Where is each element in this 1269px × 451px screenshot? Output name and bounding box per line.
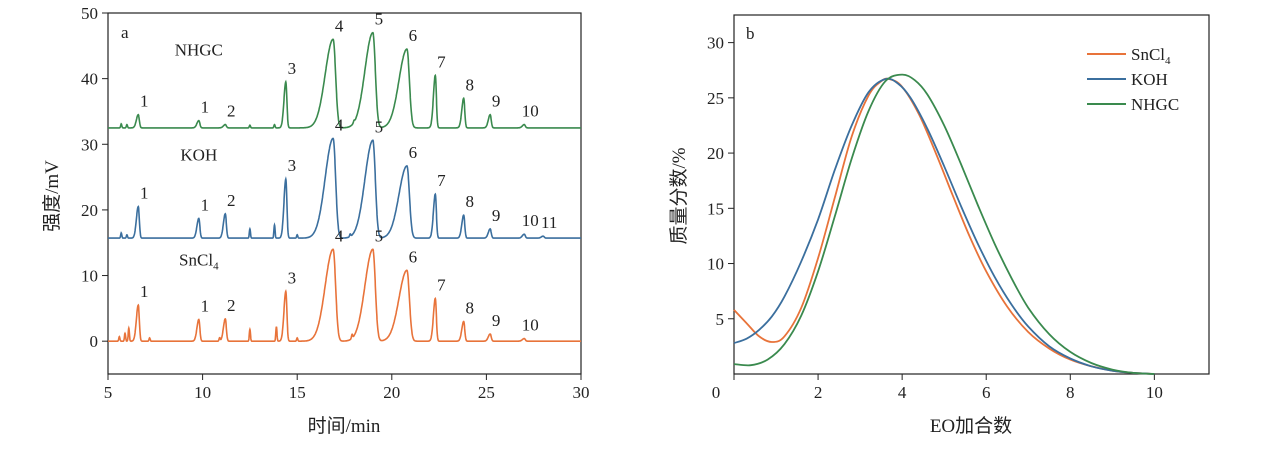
panel-a-line-koh [108, 137, 581, 239]
panel-a-peak-label: 4 [335, 115, 344, 134]
panel-a-peak-label: 9 [492, 206, 501, 225]
panel-b-xtick-label: 8 [1066, 383, 1075, 402]
panel-a-peak-label: 3 [288, 156, 297, 175]
panel-a-peak-label: 6 [409, 247, 418, 266]
panel-b-ytick-label: 10 [707, 255, 724, 274]
panel-a-peak-label: 3 [288, 59, 297, 78]
panel-a-xtick-label: 10 [194, 383, 211, 402]
panel-a-y-ticks: 0 10 20 30 40 50 [81, 4, 108, 351]
panel-b-chart: 5 10 15 20 25 30 0 2 4 6 8 10 SnCl4 KOH NHGC b EO加合数… [668, 14, 1210, 437]
panel-a-series-label: NHGC [175, 41, 223, 60]
panel-a-ytick-label: 0 [90, 332, 99, 351]
panel-a-peak-label: 2 [227, 102, 236, 121]
panel-a-peak-label: 7 [437, 276, 446, 295]
panel-a-peak-label: 7 [437, 171, 446, 190]
panel-a-peak-label: 8 [465, 75, 474, 94]
legend-label: SnCl4 [1131, 45, 1171, 67]
panel-a-xtick-label: 5 [104, 383, 113, 402]
panel-a-ytick-label: 20 [81, 201, 98, 220]
panel-a-ytick-label: 50 [81, 4, 98, 23]
panel-b-y-ticks: 5 10 15 20 25 30 [707, 34, 734, 329]
panel-b-x-ticks: 0 2 4 6 8 10 [712, 374, 1163, 402]
legend-label: NHGC [1131, 95, 1179, 114]
panel-a-peak-label: 1 [140, 184, 149, 203]
panel-a-xtick-label: 30 [573, 383, 590, 402]
panel-b-line-nhgc [733, 73, 1155, 375]
panel-a-xtick-label: 15 [289, 383, 306, 402]
panel-a-xtick-label: 20 [383, 383, 400, 402]
panel-a-peak-label: 6 [409, 143, 418, 162]
panel-a-line-sncl4 [108, 248, 581, 343]
panel-a-peak-label: 4 [335, 16, 344, 35]
panel-b-xtick-label: 4 [898, 383, 907, 402]
panel-a-peak-label: 1 [140, 92, 149, 111]
panel-b-xtick-label: 10 [1146, 383, 1163, 402]
panel-b-xtick-label: 2 [814, 383, 823, 402]
panel-a-peak-label: 1 [201, 297, 210, 316]
panel-b-ytick-label: 25 [707, 89, 724, 108]
panel-a-series [108, 31, 581, 343]
panel-a-peak-label: 8 [465, 298, 474, 317]
panel-b-ytick-label: 15 [707, 199, 724, 218]
panel-b-ytick-label: 30 [707, 34, 724, 53]
panel-a-peak-label: 1 [201, 98, 210, 117]
panel-a-line-nhgc [108, 31, 581, 129]
panel-a-peak-label: 9 [492, 311, 501, 330]
panel-b-ytick-label: 5 [716, 310, 725, 329]
panel-b-legend: SnCl4 KOH NHGC [1087, 45, 1179, 114]
panel-a-series-labels: NHGC KOH SnCl4 [175, 41, 223, 273]
panel-b-series [733, 73, 1155, 375]
panel-b-xtick-label: 6 [982, 383, 991, 402]
panel-a-x-ticks: 5 10 15 20 25 30 [104, 374, 590, 402]
panel-a-peak-label: 10 [522, 102, 539, 121]
panel-a-peak-label: 5 [375, 10, 384, 29]
panel-a-peak-label: 7 [437, 52, 446, 71]
panel-b-frame [733, 14, 1210, 375]
panel-a-xtick-label: 25 [478, 383, 495, 402]
panel-b-xlabel: EO加合数 [930, 415, 1012, 437]
panel-a-peak-label: 8 [465, 192, 474, 211]
panel-a-peak-label: 2 [227, 191, 236, 210]
panel-a-series-label: SnCl4 [179, 251, 219, 273]
panel-b-ytick-label: 20 [707, 144, 724, 163]
panel-a-peak-label: 10 [522, 316, 539, 335]
panel-a-xlabel: 时间/min [308, 415, 381, 437]
panel-b-xtick-label: 0 [712, 383, 721, 402]
panel-a-peak-label: 9 [492, 92, 501, 111]
panel-a-ylabel: 强度/mV [41, 160, 63, 232]
panel-b-ylabel: 质量分数/% [668, 147, 690, 244]
panel-a-peak-label: 1 [201, 195, 210, 214]
panel-a-peak-label: 3 [288, 268, 297, 287]
panel-a-series-label: KOH [180, 146, 217, 165]
panel-a-peak-label: 10 [522, 211, 539, 230]
panel-a-letter: a [121, 23, 129, 42]
panel-a-peak-label: 1 [140, 282, 149, 301]
panel-a-ytick-label: 30 [81, 135, 98, 154]
panel-a-peak-label: 6 [409, 26, 418, 45]
legend-label: KOH [1131, 70, 1168, 89]
panel-a-peak-label: 11 [541, 213, 557, 232]
panel-a-frame [107, 12, 582, 375]
panel-a-peak-label: 4 [335, 226, 344, 245]
panel-a-peak-label: 5 [375, 117, 384, 136]
panel-a-peak-label: 5 [375, 226, 384, 245]
panel-b-line-sncl4 [733, 77, 1155, 375]
panel-b-letter: b [746, 24, 755, 43]
panel-a-peak-label: 2 [227, 296, 236, 315]
panel-a-ytick-label: 40 [81, 70, 98, 89]
panel-b-line-koh [733, 77, 1155, 375]
panel-a-ytick-label: 10 [81, 267, 98, 286]
